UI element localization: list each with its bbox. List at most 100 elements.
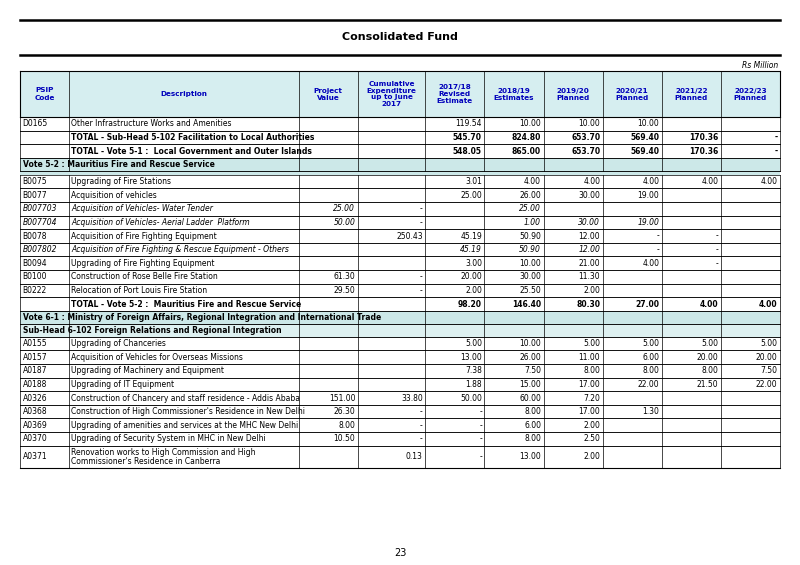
Text: Sub-Head 6-102 Foreign Relations and Regional Integration: Sub-Head 6-102 Foreign Relations and Reg… [23,326,282,335]
Text: 569.40: 569.40 [630,133,659,142]
Text: 4.00: 4.00 [642,177,659,186]
Text: -: - [420,421,423,430]
Text: 151.00: 151.00 [329,393,355,402]
Text: -: - [657,245,659,254]
Text: 653.70: 653.70 [571,133,600,142]
Text: Acquisition of Fire Fighting Equipment: Acquisition of Fire Fighting Equipment [71,232,218,241]
Bar [20,284,780,297]
Text: 7.50: 7.50 [761,366,778,375]
Text: B0078: B0078 [22,232,47,241]
Text: Renovation works to High Commission and High: Renovation works to High Commission and … [71,447,256,457]
Text: 545.70: 545.70 [453,133,482,142]
Text: Rs Million: Rs Million [742,60,778,69]
Text: 8.00: 8.00 [524,407,541,416]
Text: 12.00: 12.00 [578,232,600,241]
Text: Acquisition of Vehicles- Aerial Ladder  Platform: Acquisition of Vehicles- Aerial Ladder P… [71,218,250,227]
Text: Relocation of Port Louis Fire Station: Relocation of Port Louis Fire Station [71,286,208,295]
Text: 170.36: 170.36 [689,146,718,155]
Text: 25.50: 25.50 [519,286,541,295]
Text: 2020/21
Planned: 2020/21 Planned [615,88,649,101]
Text: 2021/22
Planned: 2021/22 Planned [674,88,708,101]
Text: 33.80: 33.80 [401,393,423,402]
Text: -: - [420,205,423,214]
Text: Commissioner's Residence in Canberra: Commissioner's Residence in Canberra [71,457,221,466]
Text: 3.01: 3.01 [465,177,482,186]
Text: A0368: A0368 [22,407,47,416]
Text: 45.19: 45.19 [460,245,482,254]
Text: 19.00: 19.00 [638,191,659,199]
Text: 50.90: 50.90 [519,245,541,254]
Text: A0157: A0157 [22,353,47,362]
Text: -: - [420,218,423,227]
Bar [20,391,780,405]
Text: 8.00: 8.00 [642,366,659,375]
Text: A0326: A0326 [22,393,47,402]
Text: 1.30: 1.30 [642,407,659,416]
Text: A0370: A0370 [22,434,47,444]
Bar [20,229,780,243]
Text: 119.54: 119.54 [455,119,482,128]
Text: 15.00: 15.00 [519,380,541,389]
Text: 26.00: 26.00 [519,191,541,199]
Text: 13.00: 13.00 [460,353,482,362]
Text: 4.00: 4.00 [524,177,541,186]
Text: 3.00: 3.00 [465,259,482,268]
Text: -: - [420,434,423,444]
Text: Cumulative
Expenditure
up to June
2017: Cumulative Expenditure up to June 2017 [366,80,417,107]
Text: Upgrading of IT Equipment: Upgrading of IT Equipment [71,380,174,389]
Bar [20,202,780,216]
Text: B007704: B007704 [22,218,57,227]
Text: 21.00: 21.00 [578,259,600,268]
Text: A0369: A0369 [22,421,47,430]
Text: A0155: A0155 [22,339,47,348]
Text: 5.00: 5.00 [761,339,778,348]
Bar [20,171,780,175]
Text: 2.00: 2.00 [583,421,600,430]
Text: 11.00: 11.00 [578,353,600,362]
Text: 25.00: 25.00 [519,205,541,214]
Text: TOTAL - Vote 5-1 :  Local Government and Outer Islands: TOTAL - Vote 5-1 : Local Government and … [71,146,312,155]
Bar [20,158,780,171]
Bar [20,257,780,270]
Text: Upgrading of Security System in MHC in New Delhi: Upgrading of Security System in MHC in N… [71,434,266,444]
Text: 146.40: 146.40 [512,299,541,308]
Text: TOTAL - Vote 5-2 :  Mauritius Fire and Rescue Service: TOTAL - Vote 5-2 : Mauritius Fire and Re… [71,299,302,308]
Text: 50.00: 50.00 [334,218,355,227]
Text: 0.13: 0.13 [406,452,423,461]
Text: -: - [716,245,718,254]
Text: 20.00: 20.00 [460,272,482,281]
Text: 30.00: 30.00 [519,272,541,281]
Text: 5.00: 5.00 [642,339,659,348]
Text: B0094: B0094 [22,259,47,268]
Text: 865.00: 865.00 [512,146,541,155]
Text: 4.00: 4.00 [642,259,659,268]
Text: -: - [420,286,423,295]
Bar [20,364,780,377]
Text: -: - [716,232,718,241]
Text: 10.00: 10.00 [519,259,541,268]
Text: 26.00: 26.00 [519,353,541,362]
Text: 26.30: 26.30 [334,407,355,416]
Bar [20,377,780,391]
Text: 25.00: 25.00 [460,191,482,199]
Text: 2022/23
Planned: 2022/23 Planned [734,88,767,101]
Bar [20,175,780,188]
Text: A0188: A0188 [22,380,47,389]
Text: B0222: B0222 [22,286,46,295]
Text: 10.00: 10.00 [578,119,600,128]
Text: 10.00: 10.00 [519,119,541,128]
Text: Construction of Chancery and staff residence - Addis Ababa: Construction of Chancery and staff resid… [71,393,301,402]
Text: 10.00: 10.00 [638,119,659,128]
Text: 2.50: 2.50 [583,434,600,444]
Text: 50.90: 50.90 [519,232,541,241]
Bar [20,350,780,364]
Text: 2.00: 2.00 [465,286,482,295]
Text: 5.00: 5.00 [702,339,718,348]
Text: Upgrading of Fire Fighting Equipment: Upgrading of Fire Fighting Equipment [71,259,215,268]
Text: -: - [479,434,482,444]
Bar [20,405,780,419]
Text: 569.40: 569.40 [630,146,659,155]
Text: 45.19: 45.19 [460,232,482,241]
Text: -: - [479,421,482,430]
Text: 30.00: 30.00 [578,191,600,199]
